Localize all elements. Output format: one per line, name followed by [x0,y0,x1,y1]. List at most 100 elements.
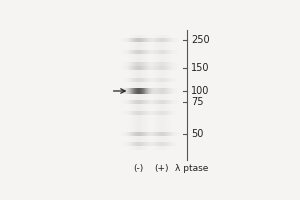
Bar [143,66,144,70]
Bar [145,50,146,54]
Bar [156,78,157,82]
Bar [176,38,177,42]
Bar [150,142,151,146]
Bar [160,111,161,115]
Bar [163,111,164,115]
Bar [169,132,170,136]
Bar [155,35,156,150]
Bar [159,132,160,136]
Bar [151,142,152,146]
Bar [133,66,134,70]
Bar [146,88,147,94]
Bar [145,66,146,70]
Bar [139,35,140,150]
Bar [174,50,175,54]
Bar [147,38,148,42]
Bar [154,88,155,94]
Bar [157,78,158,82]
Bar [146,62,147,66]
Text: 150: 150 [191,63,209,73]
Bar [166,88,167,94]
Bar [120,88,121,94]
Bar [177,142,178,146]
Bar [169,66,170,70]
Bar [145,88,146,94]
Bar [150,111,151,115]
Bar [153,66,154,70]
Bar [148,111,149,115]
Bar [144,50,145,54]
Bar [154,142,155,146]
Bar [141,88,142,94]
Bar [145,132,146,136]
Bar [129,38,130,42]
Bar [156,132,157,136]
Bar [154,88,155,94]
Bar [174,111,175,115]
Bar [179,132,180,136]
Bar [161,66,162,70]
Bar [141,35,142,150]
Bar [137,111,138,115]
Bar [138,142,139,146]
Bar [128,142,129,146]
Bar [150,88,151,94]
Bar [126,132,127,136]
Bar [138,38,139,42]
Bar [163,38,164,42]
Bar [129,100,130,104]
Bar [169,100,170,104]
Bar [174,62,175,66]
Bar [173,88,174,94]
Bar [124,78,125,82]
Bar [153,50,154,54]
Bar [156,62,157,66]
Bar [147,78,148,82]
Text: (+): (+) [154,164,169,173]
Bar [152,88,153,94]
Bar [166,142,167,146]
Bar [154,132,155,136]
Bar [140,62,141,66]
Bar [137,38,138,42]
Bar [149,78,150,82]
Bar [166,62,167,66]
Bar [175,142,176,146]
Bar [174,142,175,146]
Bar [168,50,169,54]
Bar [135,100,136,104]
Bar [144,132,145,136]
Bar [162,66,163,70]
Bar [135,66,136,70]
Bar [144,38,145,42]
Bar [139,66,140,70]
Bar [154,38,155,42]
Bar [146,66,147,70]
Bar [145,100,146,104]
Bar [124,62,125,66]
Bar [146,50,147,54]
Bar [154,111,155,115]
Bar [138,78,139,82]
Bar [171,50,172,54]
Bar [150,132,151,136]
Bar [135,88,136,94]
Bar [169,78,170,82]
Bar [175,78,176,82]
Bar [162,111,163,115]
Bar [129,78,130,82]
Bar [171,111,172,115]
Bar [169,35,170,150]
Bar [155,50,156,54]
Bar [154,35,155,150]
Bar [122,111,123,115]
Bar [153,132,154,136]
Bar [176,66,177,70]
Bar [166,66,167,70]
Bar [173,78,174,82]
Bar [127,111,128,115]
Bar [170,35,171,150]
Bar [151,66,152,70]
Bar [152,50,153,54]
Bar [176,50,177,54]
